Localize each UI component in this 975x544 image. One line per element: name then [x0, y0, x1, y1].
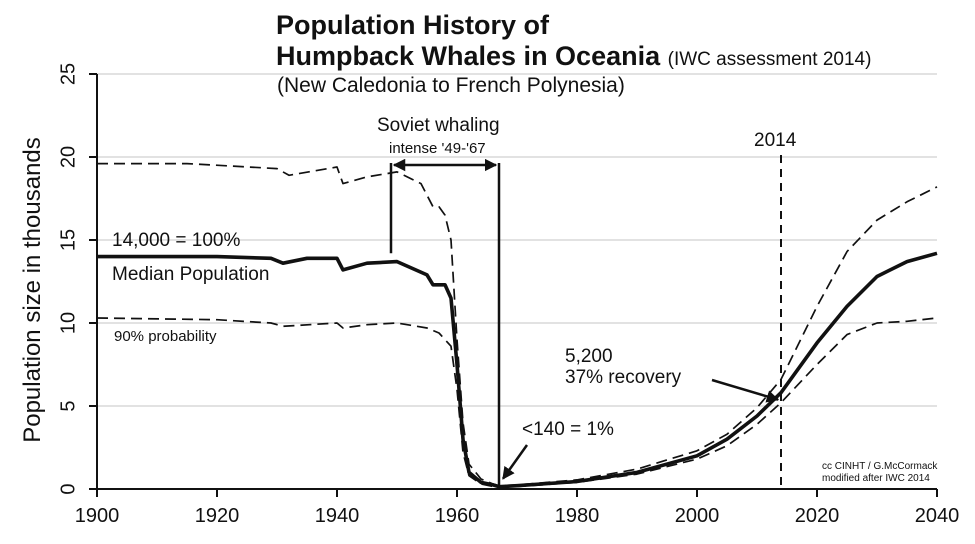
series-line-1 — [97, 162, 938, 487]
y-tick-label-15: 15 — [57, 229, 79, 251]
year-2014-label: 2014 — [754, 130, 797, 151]
minimum-arrow — [501, 444, 529, 480]
title-line-1: Population History of — [276, 10, 549, 40]
y-axis-label: Population size in thousands — [19, 137, 46, 443]
y-tick-label-25: 25 — [57, 63, 79, 85]
recovery-arrow — [711, 378, 780, 403]
chart-title: Population History of Humpback Whales in… — [276, 10, 871, 75]
gridlines — [97, 73, 937, 407]
annotation-marks — [389, 155, 782, 489]
minimum-label: <140 = 1% — [522, 419, 614, 440]
y-tick-label-0: 0 — [57, 483, 79, 494]
series-lines — [96, 162, 938, 489]
credit-line-1: cc CINHT / G.McCormack — [822, 461, 938, 472]
credit-line-2: modified after IWC 2014 — [822, 473, 930, 484]
x-tick-label-1960: 1960 — [435, 505, 480, 527]
baseline-label: 14,000 = 100% — [112, 230, 241, 251]
soviet-period-label: intense '49-'67 — [389, 140, 486, 157]
y-tick-label-10: 10 — [57, 312, 79, 334]
recovery-percent-label: 37% recovery — [565, 367, 682, 388]
chart-subtitle: (New Caledonia to French Polynesia) — [277, 74, 625, 97]
title-note: (IWC assessment 2014) — [667, 49, 872, 70]
y-tick-label-5: 5 — [57, 400, 79, 411]
recovery-count-label: 5,200 — [565, 346, 613, 367]
credit: cc CINHT / G.McCormack modified after IW… — [822, 461, 937, 485]
axes — [89, 73, 938, 497]
x-tick-label-2020: 2020 — [795, 505, 840, 527]
x-tick-label-1940: 1940 — [315, 505, 360, 527]
tick-labels: 0 5 10 15 20 25 1900 1920 1940 1960 1980 2000 2020 20… — [57, 63, 959, 527]
soviet-whaling-label: Soviet whaling — [377, 115, 500, 136]
series-line-2 — [96, 317, 938, 489]
title-line-2: Humpback Whales in Oceania — [276, 41, 661, 71]
y-tick-label-20: 20 — [57, 146, 79, 168]
median-population-label: Median Population — [112, 264, 270, 285]
x-tick-label-2040: 2040 — [915, 505, 960, 527]
series-line-0 — [97, 251, 938, 489]
x-tick-label-2000: 2000 — [675, 505, 720, 527]
x-tick-label-1920: 1920 — [195, 505, 240, 527]
x-tick-label-1900: 1900 — [75, 505, 120, 527]
x-tick-label-1980: 1980 — [555, 505, 600, 527]
probability-label: 90% probability — [114, 328, 217, 345]
